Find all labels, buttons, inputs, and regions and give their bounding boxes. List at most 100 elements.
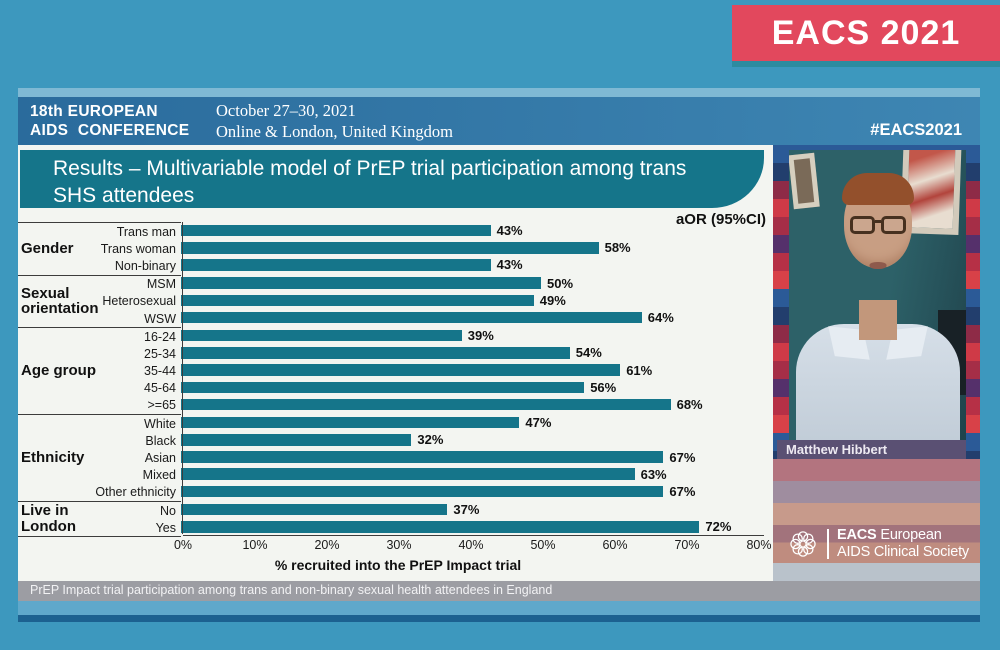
bar-value-label: 67% <box>669 449 696 465</box>
row-label: 16-24 <box>144 329 176 344</box>
eacs-2021-banner: EACS 2021 <box>732 5 1000 61</box>
presentation-video-frame[interactable]: 18th EUROPEAN AIDS CONFERENCE October 27… <box>18 88 980 622</box>
bar-value-label: 47% <box>525 415 552 431</box>
bar <box>181 347 570 359</box>
group-separator: Ethnicity White Black Asian Mixed Other ethni… <box>18 414 181 501</box>
chart-row: 67% <box>181 483 773 500</box>
chart-row: 47% <box>181 414 773 431</box>
bar <box>181 329 462 342</box>
row-label: White <box>144 416 176 431</box>
row-label: >=65 <box>147 398 176 413</box>
background-stripe <box>773 503 980 525</box>
bar-value-label: 63% <box>640 466 667 482</box>
group-label: Ethnicity <box>21 449 85 467</box>
chart-row: 43% <box>181 256 773 273</box>
axis-tick-label: 40% <box>458 538 484 552</box>
y-axis-line <box>182 222 183 534</box>
group-label: Sexual orientation <box>21 284 99 318</box>
chart-row: 32% <box>181 431 773 448</box>
bar-chart: Gender Trans man Trans woman Non-binary 43% 5… <box>18 222 773 538</box>
logo-org-rest: European <box>880 527 942 544</box>
chart-group: Ethnicity White Black Asian Mixed Other ethni… <box>18 414 773 501</box>
frame-bottom-strip-dark <box>18 615 980 622</box>
bar-value-label: 50% <box>547 275 574 291</box>
row-label: Asian <box>144 451 176 466</box>
bar-value-label: 39% <box>467 328 494 344</box>
bar <box>181 434 412 446</box>
bar <box>181 242 599 254</box>
eacs-logo-band: EACS European AIDS Clinical Society <box>773 525 980 563</box>
row-label: Heterosexual <box>102 294 176 309</box>
row-label: Black <box>145 433 176 448</box>
row-label: Trans man <box>116 224 176 239</box>
conference-name: 18th EUROPEAN AIDS CONFERENCE <box>30 102 189 140</box>
bar <box>181 294 534 307</box>
chart-row: 37% <box>181 501 773 518</box>
x-axis-label: % recruited into the PrEP Impact trial <box>274 557 522 573</box>
bar-value-label: 64% <box>647 310 674 326</box>
speaker-hair <box>841 173 914 205</box>
speaker-name-badge: Matthew Hibbert <box>777 440 966 459</box>
chart-group: Age group 16-24 25-34 35-44 45-64 >=65 39% 54% 6… <box>18 327 773 414</box>
frame-top-strip <box>18 88 980 97</box>
axis-tick-label: 50% <box>530 538 556 552</box>
conference-location: Online & London, United Kingdom <box>216 122 453 142</box>
wall-picture-frame-left <box>789 152 820 210</box>
bar <box>181 311 642 324</box>
row-label: WSW <box>144 311 176 326</box>
axis-tick-label: 80% <box>746 538 772 552</box>
bar <box>181 224 491 237</box>
chart-row: 72% <box>181 518 773 535</box>
bar <box>181 468 635 480</box>
conference-name-line2: AIDS CONFERENCE <box>30 122 190 140</box>
slide: Results – Multivariable model of PrEP tr… <box>18 145 773 581</box>
chart-row: 68% <box>181 396 773 413</box>
axis-tick-label: 0% <box>173 538 193 552</box>
background-stripe-bottom <box>773 563 980 581</box>
speaker-webcam-video <box>789 150 966 440</box>
x-axis-line <box>183 535 764 536</box>
bar-value-label: 58% <box>604 240 631 256</box>
bar <box>181 398 671 411</box>
chart-row: 63% <box>181 466 773 483</box>
frame-bottom-strip-light <box>18 601 980 615</box>
axis-tick-label: 60% <box>602 538 628 552</box>
logo-divider <box>827 529 829 559</box>
bar <box>181 503 448 516</box>
conference-header: 18th EUROPEAN AIDS CONFERENCE October 27… <box>18 97 980 145</box>
group-label: Live in London <box>21 502 76 536</box>
background-stripe <box>773 481 980 503</box>
row-label: Non-binary <box>114 258 176 273</box>
bar-value-label: 68% <box>676 396 703 412</box>
bar-value-label: 56% <box>590 379 617 395</box>
row-label: 25-34 <box>144 346 176 361</box>
group-label: Gender <box>21 239 74 257</box>
chart-row: 43% <box>181 222 773 239</box>
row-label: Trans woman <box>100 241 176 256</box>
conference-date-location: October 27–30, 2021 Online & London, Uni… <box>216 100 453 143</box>
axis-tick-label: 30% <box>386 538 412 552</box>
bar-value-label: 43% <box>496 257 523 273</box>
row-label: 45-64 <box>144 381 176 396</box>
chart-group: Live in London No Yes 37% 72% <box>18 501 773 538</box>
bar <box>181 416 520 429</box>
speaker-column: Matthew Hibbert EACS European <box>773 145 980 581</box>
eacs-flower-icon <box>790 531 816 557</box>
row-label: MSM <box>146 277 176 292</box>
bar <box>181 381 585 394</box>
bar <box>181 364 621 376</box>
logo-line2: AIDS Clinical Society <box>837 544 969 560</box>
eacs-logo-text: EACS European AIDS Clinical Society <box>837 527 969 560</box>
group-separator: Age group 16-24 25-34 35-44 45-64 >=65 <box>18 327 181 414</box>
group-label: Age group <box>21 362 96 380</box>
group-separator: Sexual orientation MSM Heterosexual WSW <box>18 274 181 328</box>
slide-title: Results – Multivariable model of PrEP tr… <box>20 150 764 208</box>
speaker-shirt <box>795 324 960 440</box>
speaker-glasses <box>849 216 906 234</box>
row-label: 35-44 <box>144 364 176 379</box>
chart-row: 39% <box>181 327 773 344</box>
video-caption: PrEP Impact trial participation among tr… <box>18 581 980 601</box>
bar-value-label: 43% <box>496 223 523 239</box>
bar-value-label: 37% <box>453 502 480 518</box>
bar-value-label: 32% <box>417 432 444 448</box>
